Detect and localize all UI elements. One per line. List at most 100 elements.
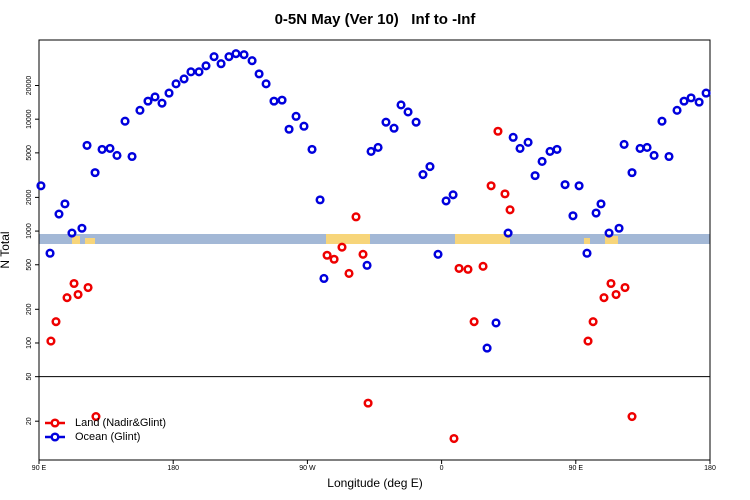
point: [224, 52, 234, 62]
point: [441, 196, 451, 206]
legend-label: Land (Nadir&Glint): [75, 417, 166, 429]
point: [291, 111, 301, 121]
point: [433, 249, 443, 259]
point: [261, 79, 271, 89]
point: [51, 317, 61, 327]
point: [611, 289, 621, 300]
point: [515, 143, 525, 153]
point: [254, 69, 264, 79]
point: [486, 181, 496, 191]
point: [599, 293, 609, 303]
point: [239, 50, 249, 60]
point: [679, 96, 689, 106]
point: [552, 144, 562, 154]
point: [627, 168, 637, 178]
legend-marker: [50, 418, 60, 428]
point: [36, 181, 46, 191]
point: [329, 254, 339, 264]
point: [560, 180, 570, 190]
point: [418, 170, 428, 180]
point: [194, 67, 204, 77]
point: [619, 139, 629, 149]
point: [231, 49, 241, 59]
point: [425, 162, 435, 172]
y-tick-label: 20000: [26, 76, 33, 96]
legend-marker: [50, 432, 60, 442]
point: [449, 433, 459, 444]
x-tick-label: 180: [167, 465, 179, 472]
point: [500, 189, 510, 199]
point: [373, 142, 383, 152]
point: [91, 412, 101, 422]
point: [582, 248, 592, 258]
point: [46, 336, 56, 346]
point: [97, 144, 107, 154]
y-tick-label: 10000: [26, 109, 33, 129]
point: [344, 268, 354, 279]
point: [77, 223, 87, 233]
plot-frame: [38, 39, 711, 461]
x-tick-label: 90 E: [569, 465, 584, 472]
point: [545, 146, 555, 156]
point: [90, 168, 100, 178]
point: [635, 143, 645, 153]
point: [583, 336, 593, 346]
point: [127, 151, 137, 162]
point: [574, 181, 584, 191]
point: [614, 223, 624, 233]
y-tick-label: 5000: [26, 145, 33, 161]
point: [491, 318, 501, 328]
x-tick-label: 180: [704, 465, 716, 472]
point: [642, 142, 652, 152]
point: [478, 261, 488, 271]
point: [209, 52, 219, 62]
point: [216, 59, 226, 69]
point: [568, 211, 578, 221]
point: [322, 250, 332, 260]
point: [503, 228, 513, 238]
point: [62, 293, 72, 303]
point: [686, 93, 696, 103]
point: [411, 117, 421, 127]
point: [362, 260, 372, 270]
point: [351, 212, 361, 222]
point: [67, 228, 77, 238]
point: [358, 249, 368, 259]
point: [604, 228, 614, 238]
point: [171, 79, 181, 89]
point: [448, 190, 458, 200]
point: [672, 105, 682, 115]
y-axis-label: N Total: [0, 231, 12, 268]
point: [389, 123, 399, 133]
point: [164, 88, 174, 98]
point: [505, 205, 515, 215]
y-tick-label: 200: [26, 303, 33, 315]
point: [69, 278, 79, 289]
point: [157, 98, 167, 108]
point: [150, 92, 160, 102]
point: [620, 282, 630, 293]
point: [403, 107, 413, 117]
point: [627, 412, 637, 422]
point: [657, 116, 667, 126]
point: [454, 263, 464, 273]
point: [299, 121, 309, 131]
legend-label: Ocean (Glint): [75, 431, 140, 443]
point: [664, 151, 674, 162]
point: [135, 105, 145, 115]
point: [82, 140, 92, 150]
point: [120, 116, 130, 126]
point: [284, 124, 294, 134]
point: [319, 273, 329, 284]
y-tick-label: 100: [26, 337, 33, 349]
point: [596, 199, 606, 209]
point: [482, 343, 492, 353]
point: [143, 96, 153, 106]
point: [701, 88, 711, 98]
x-tick-label: 0: [440, 465, 444, 472]
point: [179, 74, 189, 84]
y-tick-label: 1000: [26, 223, 33, 239]
point: [315, 195, 325, 205]
point: [269, 96, 279, 106]
x-tick-label: 90 W: [299, 465, 316, 472]
